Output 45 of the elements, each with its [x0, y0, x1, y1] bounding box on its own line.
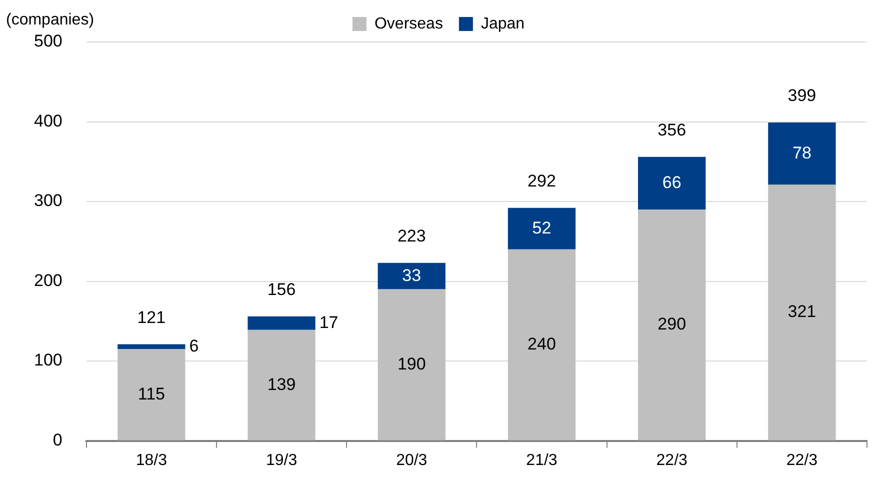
x-tick-label: 22/3 — [656, 452, 688, 469]
bar — [638, 156, 706, 210]
y-tick-label: 300 — [34, 191, 62, 210]
legend-label: Japan — [480, 15, 525, 32]
data-label: 17 — [319, 312, 338, 332]
total-label: 223 — [397, 226, 426, 246]
bar — [768, 122, 836, 185]
bar — [248, 330, 316, 440]
bar — [768, 184, 836, 440]
data-label: 321 — [788, 302, 816, 322]
y-tick-label: 200 — [34, 270, 62, 290]
x-tick-label: 19/3 — [266, 452, 298, 469]
bar — [638, 209, 706, 440]
bar — [508, 249, 576, 440]
total-label: 399 — [788, 86, 816, 106]
y-axis-title: (companies) — [6, 11, 94, 28]
x-tick-label: 20/3 — [396, 452, 428, 469]
bar — [378, 262, 446, 290]
data-label: 6 — [189, 336, 199, 356]
y-tick-label: 400 — [34, 111, 62, 130]
data-label: 139 — [267, 374, 296, 394]
bar — [118, 344, 186, 350]
total-label: 356 — [658, 120, 686, 140]
bar — [248, 316, 316, 330]
y-tick-label: 0 — [52, 430, 62, 450]
y-tick-label: 100 — [34, 350, 62, 370]
data-label: 66 — [662, 172, 682, 192]
total-label: 292 — [528, 172, 556, 191]
data-label: 33 — [402, 266, 422, 285]
bar — [378, 289, 446, 440]
legend-label: Overseas — [374, 15, 443, 32]
data-label: 52 — [532, 218, 552, 238]
total-label: 121 — [137, 308, 166, 327]
bar — [508, 208, 576, 250]
data-label: 190 — [397, 354, 426, 374]
data-label: 78 — [792, 143, 812, 162]
data-label: 115 — [138, 384, 165, 404]
x-tick-label: 18/3 — [136, 452, 168, 469]
x-tick-label: 21/3 — [526, 452, 558, 469]
data-label: 290 — [658, 314, 686, 334]
data-label: 240 — [528, 334, 556, 354]
total-label: 156 — [267, 280, 296, 300]
bar — [118, 349, 186, 440]
x-tick-label: 22/3 — [786, 452, 818, 469]
y-tick-label: 500 — [34, 32, 62, 51]
